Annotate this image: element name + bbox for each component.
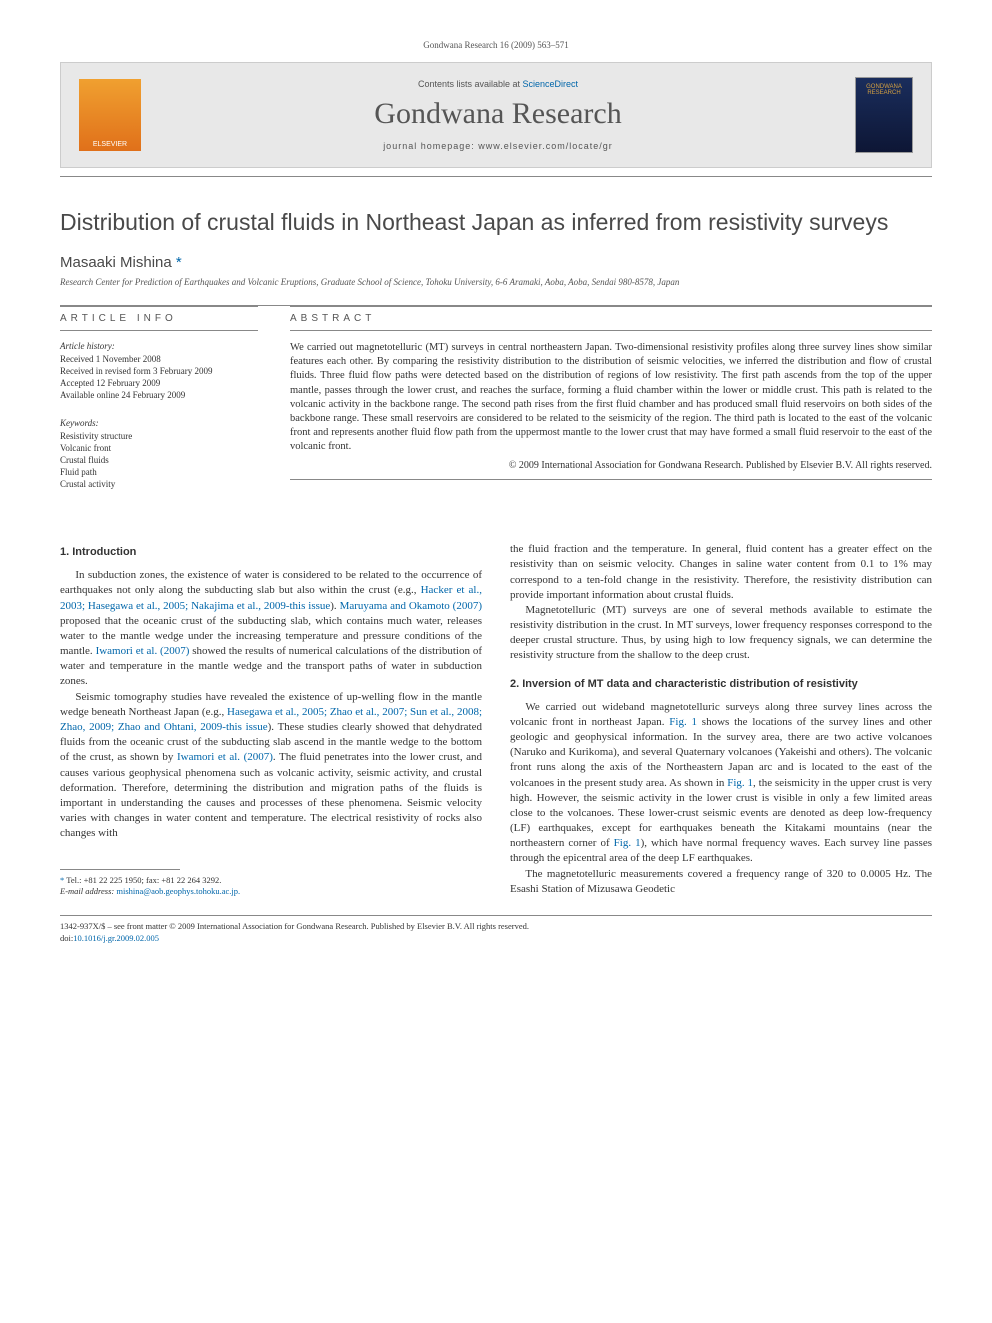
history-accepted: Accepted 12 February 2009 [60,377,258,389]
keywords-block: Keywords: Resistivity structure Volcanic… [60,418,258,491]
keyword-1: Volcanic front [60,442,258,454]
footnote-separator [60,869,180,870]
elsevier-logo: ELSEVIER [79,79,141,151]
sciencedirect-link[interactable]: ScienceDirect [523,79,579,89]
history-received: Received 1 November 2008 [60,353,258,365]
email-footnote: E-mail address: mishina@aob.geophys.toho… [60,886,482,897]
abstract-label: abstract [290,306,932,331]
body-column-left: 1. Introduction In subduction zones, the… [60,542,482,897]
keyword-2: Crustal fluids [60,454,258,466]
journal-cover-thumbnail: GONDWANA RESEARCH [855,77,913,153]
col2-continuation-para: the fluid fraction and the temperature. … [510,542,932,603]
article-info-label: article info [60,306,258,331]
keyword-3: Fluid path [60,466,258,478]
corresponding-footnote: * Tel.: +81 22 225 1950; fax: +81 22 264… [60,875,482,886]
section-2-heading: 2. Inversion of MT data and characterist… [510,678,932,690]
contents-prefix: Contents lists available at [418,79,523,89]
text-span: In subduction zones, the existence of wa… [60,569,482,596]
article-info-column: article info Article history: Received 1… [60,306,258,506]
ref-iwamori-2[interactable]: Iwamori et al. (2007) [177,751,273,763]
contents-available-line: Contents lists available at ScienceDirec… [141,79,855,89]
col2-para-2: Magnetotelluric (MT) surveys are one of … [510,603,932,664]
doi-label: doi: [60,933,73,943]
sec2-para-2: The magnetotelluric measurements covered… [510,867,932,897]
header-center: Contents lists available at ScienceDirec… [141,79,855,151]
header-rule [60,176,932,177]
abstract-copyright: © 2009 International Association for Gon… [290,460,932,471]
footer-issn-line: 1342-937X/$ – see front matter © 2009 In… [60,921,932,932]
author-affiliation: Research Center for Prediction of Earthq… [60,277,932,287]
journal-citation: Gondwana Research 16 (2009) 563–571 [60,40,932,50]
section-1-heading: 1. Introduction [60,546,482,558]
abstract-column: abstract We carried out magnetotelluric … [290,306,932,506]
doi-link[interactable]: 10.1016/j.gr.2009.02.005 [73,933,159,943]
page-footer: 1342-937X/$ – see front matter © 2009 In… [60,915,932,943]
fig1-link-c[interactable]: Fig. 1 [614,837,641,849]
text-span: . The fluid penetrates into the lower cr… [60,751,482,839]
keyword-0: Resistivity structure [60,430,258,442]
journal-homepage-line: journal homepage: www.elsevier.com/locat… [141,141,855,151]
fig1-link-a[interactable]: Fig. 1 [669,716,697,728]
abstract-rule [290,479,932,480]
footnote-tel-label: Tel.: [66,875,83,885]
footnote-marker: * [60,875,64,885]
info-abstract-row: article info Article history: Received 1… [60,306,932,506]
journal-title: Gondwana Research [141,97,855,131]
journal-header-bar: ELSEVIER Contents lists available at Sci… [60,62,932,168]
author-name: Masaaki Mishina [60,254,172,271]
corresponding-marker: * [176,254,182,271]
keyword-4: Crustal activity [60,478,258,490]
history-online: Available online 24 February 2009 [60,389,258,401]
sec1-para-1: In subduction zones, the existence of wa… [60,568,482,689]
author-email-link[interactable]: mishina@aob.geophys.tohoku.ac.jp. [116,886,240,896]
sec2-para-1: We carried out wideband magnetotelluric … [510,700,932,867]
ref-maruyama-okamoto[interactable]: Maruyama and Okamoto (2007) [340,600,482,612]
author-line: Masaaki Mishina * [60,254,932,271]
article-history-block: Article history: Received 1 November 200… [60,341,258,402]
fig1-link-b[interactable]: Fig. 1 [727,777,753,789]
footer-doi-line: doi:10.1016/j.gr.2009.02.005 [60,933,932,944]
abstract-text: We carried out magnetotelluric (MT) surv… [290,341,932,454]
history-revised: Received in revised form 3 February 2009 [60,365,258,377]
keywords-heading: Keywords: [60,418,258,428]
body-columns: 1. Introduction In subduction zones, the… [60,542,932,897]
sec1-para-2: Seismic tomography studies have revealed… [60,690,482,842]
ref-iwamori-1[interactable]: Iwamori et al. (2007) [96,645,190,657]
text-span: ). [330,600,339,612]
body-column-right: the fluid fraction and the temperature. … [510,542,932,897]
email-label: E-mail address: [60,886,116,896]
homepage-prefix: journal homepage: [383,141,478,151]
article-title: Distribution of crustal fluids in Northe… [60,209,932,236]
history-heading: Article history: [60,341,258,351]
footnote-tel: +81 22 225 1950; fax: +81 22 264 3292. [84,875,222,885]
homepage-url: www.elsevier.com/locate/gr [478,141,613,151]
